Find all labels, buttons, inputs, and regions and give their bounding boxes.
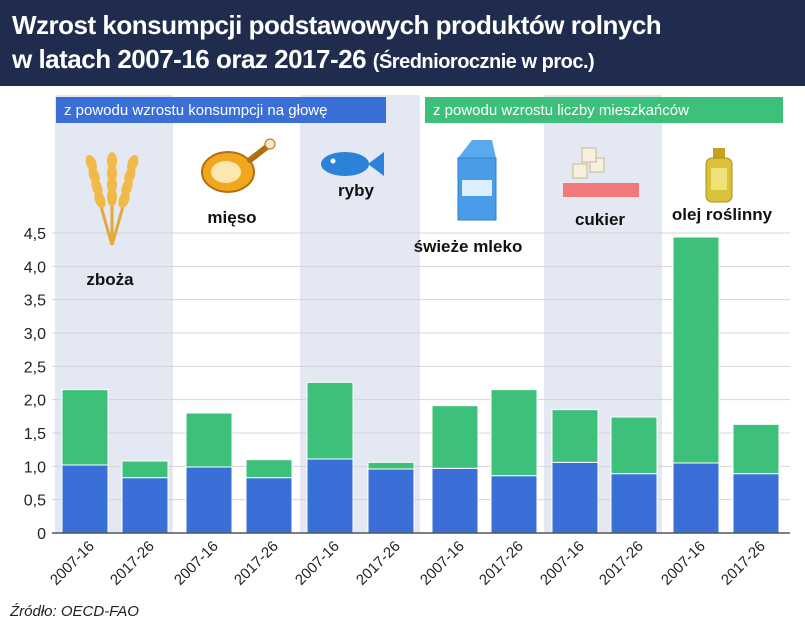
y-tick-label: 4,0 — [24, 259, 46, 276]
title-banner — [0, 0, 805, 86]
chart-subtitle: (Średniorocznie w proc.) — [372, 51, 595, 73]
bottle-cap — [713, 148, 725, 158]
bar-population — [551, 409, 599, 463]
y-tick-label: 4,5 — [24, 226, 46, 243]
fish-body — [321, 152, 369, 176]
sugar-cube — [572, 163, 588, 179]
group-label-4: świeże mleko — [414, 237, 523, 256]
x-tick-label: 2017-26 — [231, 538, 282, 589]
x-tick-label: 2007-16 — [417, 538, 468, 589]
carton-label — [462, 180, 492, 196]
bar-per-capita — [431, 467, 479, 534]
bar-per-capita — [61, 464, 109, 534]
sugar-cubes-icon — [563, 147, 639, 197]
source-note: Źródło: OECD-FAO — [10, 603, 139, 620]
group-label-6: olej roślinny — [672, 205, 773, 224]
y-tick-label: 2,0 — [24, 393, 46, 410]
fish-icon — [321, 152, 384, 176]
y-tick-label: 2,5 — [24, 359, 46, 376]
y-tick-label: 1,5 — [24, 426, 46, 443]
bar-per-capita — [185, 466, 233, 534]
x-tick-label: 2017-26 — [718, 538, 769, 589]
bar-per-capita — [306, 458, 354, 534]
x-tick-label: 2017-26 — [476, 538, 527, 589]
bar-population — [185, 412, 233, 468]
bar-population — [490, 389, 538, 477]
y-tick-label: 3,5 — [24, 293, 46, 310]
y-tick-label: 0 — [37, 526, 46, 543]
bar-per-capita — [551, 461, 599, 534]
group-label-1: zboża — [86, 270, 134, 289]
x-tick-label: 2007-16 — [658, 538, 709, 589]
y-tick-label: 3,0 — [24, 326, 46, 343]
ham-icon — [201, 138, 276, 193]
wheat-grain — [107, 152, 117, 171]
y-tick-label: 0,5 — [24, 493, 46, 510]
bar-population — [431, 405, 479, 469]
x-tick-label: 2007-16 — [537, 538, 588, 589]
bar-per-capita — [121, 477, 169, 534]
bar-population — [306, 381, 354, 460]
legend-swatch-1 — [56, 97, 386, 123]
milk-carton-icon — [457, 140, 497, 221]
wheat-grain — [85, 154, 97, 173]
bar-per-capita — [732, 473, 780, 534]
bar-per-capita — [367, 468, 415, 534]
x-tick-label: 2007-16 — [47, 538, 98, 589]
sugar-cube — [581, 147, 597, 163]
y-tick-label: 1,0 — [24, 459, 46, 476]
title-line-2: w latach 2007-16 oraz 2017-26 — [12, 44, 367, 74]
x-tick-label: 2007-16 — [292, 538, 343, 589]
title-line-1: Wzrost konsumpcji podstawowych produktów… — [12, 10, 662, 40]
group-label-3: ryby — [338, 181, 374, 200]
bar-per-capita — [490, 475, 538, 534]
x-tick-label: 2017-26 — [107, 538, 158, 589]
x-tick-label: 2007-16 — [171, 538, 222, 589]
legend-label-1: z powodu wzrostu konsumpcji na głowę — [64, 102, 327, 119]
group-label-2: mięso — [207, 208, 256, 227]
ham-bone-end — [264, 138, 276, 150]
x-tick-label: 2017-26 — [596, 538, 647, 589]
fish-eye — [330, 158, 336, 164]
bar-per-capita — [610, 473, 658, 534]
wheat-grain — [127, 154, 139, 173]
legend-swatch-2 — [425, 97, 783, 123]
sugar-packet — [563, 183, 639, 197]
fish-tail — [368, 152, 384, 176]
bottle-label — [711, 168, 727, 190]
legend-label-2: z powodu wzrostu liczby mieszkańców — [433, 102, 689, 119]
bar-population — [61, 389, 109, 466]
group-label-5: cukier — [575, 210, 625, 229]
ham-bone — [247, 143, 271, 163]
bar-per-capita — [672, 462, 720, 534]
ham-slice — [211, 161, 241, 183]
bar-population — [121, 460, 169, 479]
bar-per-capita — [245, 477, 293, 534]
chart-title: Wzrost konsumpcji podstawowych produktów… — [12, 8, 797, 79]
wheat-icon — [85, 152, 139, 246]
carton-top — [458, 140, 496, 158]
bar-population — [367, 461, 415, 470]
bar-population — [245, 459, 293, 479]
bar-population — [610, 416, 658, 475]
x-tick-label: 2017-26 — [353, 538, 404, 589]
bar-population — [672, 236, 720, 464]
oil-bottle-icon — [705, 148, 733, 203]
bar-population — [732, 423, 780, 475]
